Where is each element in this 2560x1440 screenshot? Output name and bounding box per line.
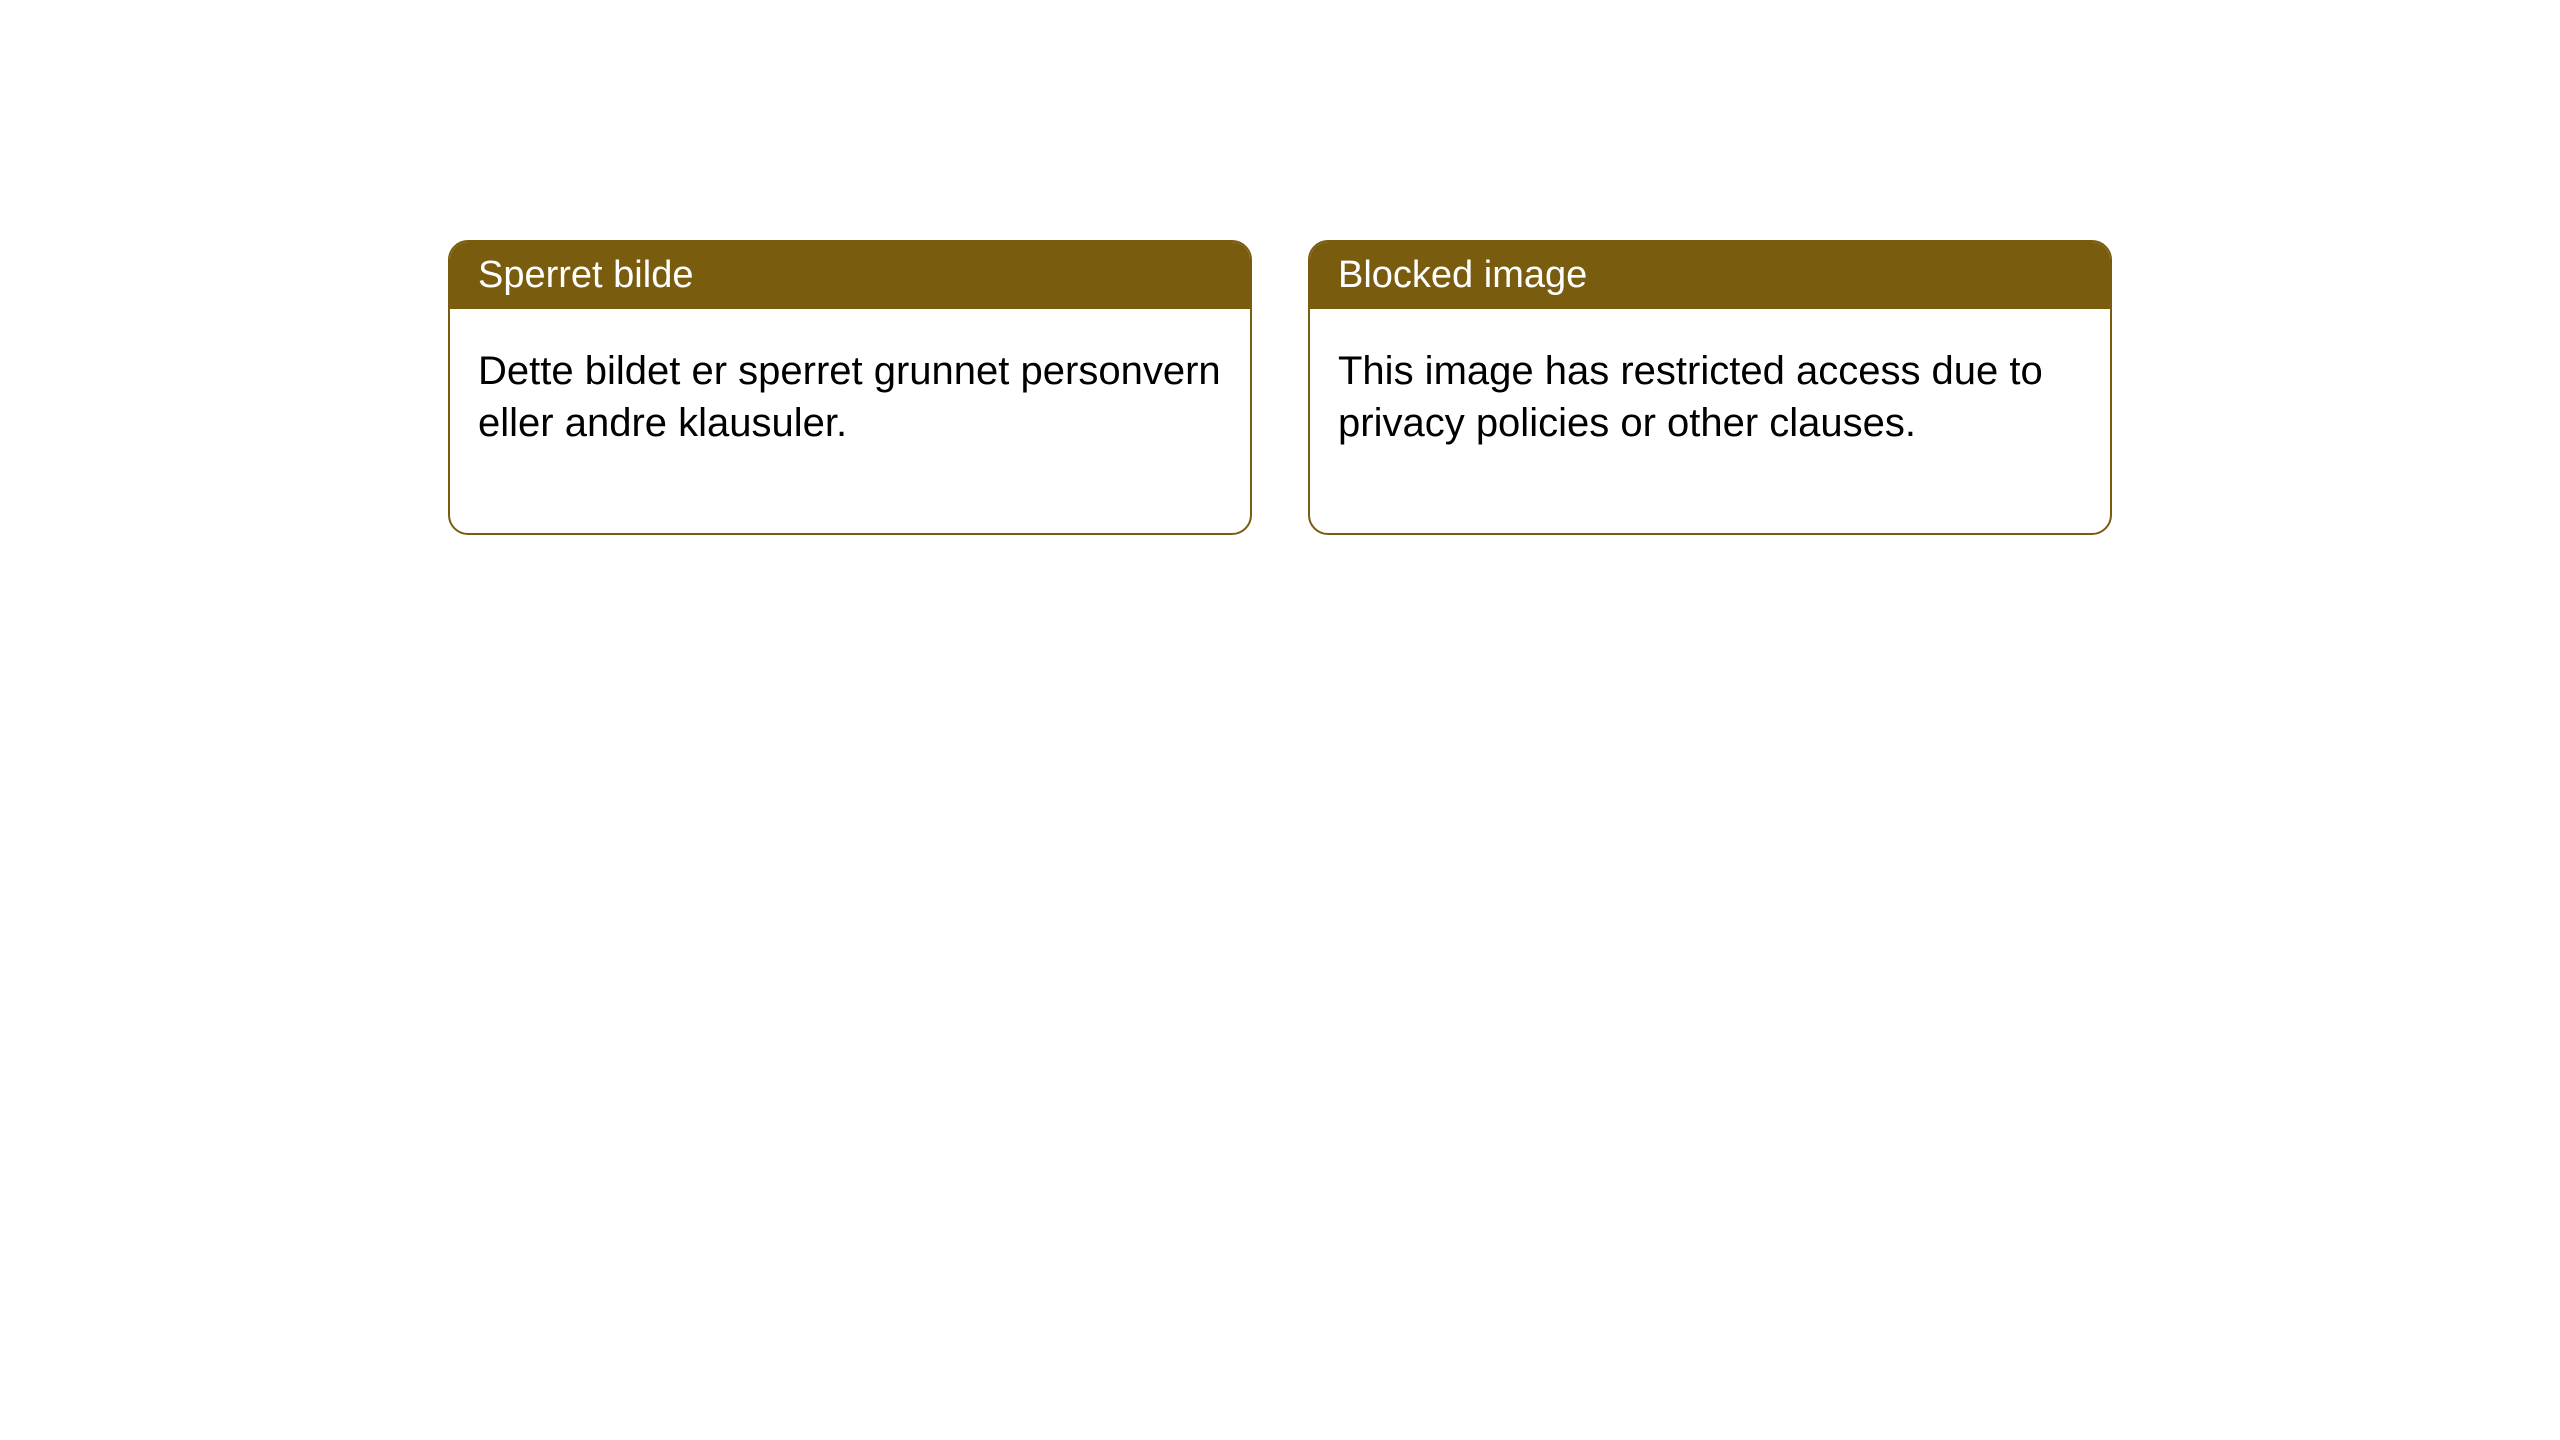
card-title-en: Blocked image [1338,254,1587,296]
card-title-no: Sperret bilde [478,254,693,296]
card-body-no: Dette bildet er sperret grunnet personve… [450,309,1250,533]
blocked-image-cards: Sperret bilde Dette bildet er sperret gr… [448,240,2112,535]
blocked-image-card-en: Blocked image This image has restricted … [1308,240,2112,535]
card-text-no: Dette bildet er sperret grunnet personve… [478,349,1221,445]
blocked-image-card-no: Sperret bilde Dette bildet er sperret gr… [448,240,1252,535]
card-header-en: Blocked image [1310,242,2110,309]
card-text-en: This image has restricted access due to … [1338,349,2043,445]
card-header-no: Sperret bilde [450,242,1250,309]
card-body-en: This image has restricted access due to … [1310,309,2110,533]
